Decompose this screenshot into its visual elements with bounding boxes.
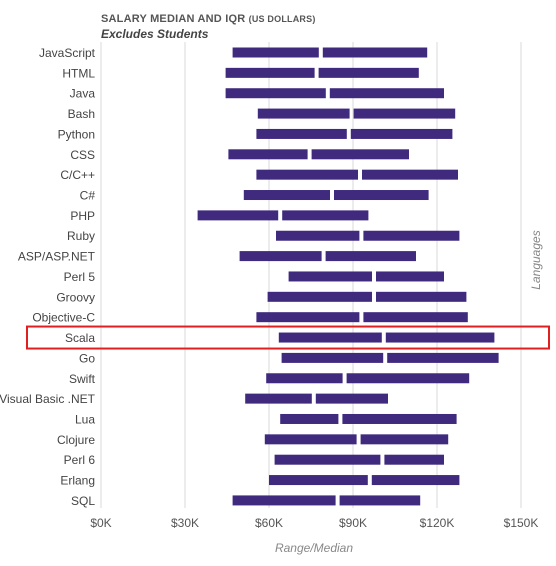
chart-title-text: SALARY MEDIAN AND IQR: [101, 13, 246, 25]
bar-upper-quartile: [315, 393, 388, 404]
bar-lower-quartile: [264, 434, 357, 445]
bar-upper-quartile: [339, 495, 421, 506]
category-label: Objective-C: [32, 311, 95, 325]
category-label: Lua: [75, 412, 95, 426]
bar-upper-quartile: [376, 271, 444, 282]
category-label: Swift: [69, 372, 96, 386]
bar-upper-quartile: [342, 413, 457, 424]
bar-lower-quartile: [280, 413, 339, 424]
bar-lower-quartile: [245, 393, 312, 404]
category-label: Python: [58, 127, 95, 141]
bar-lower-quartile: [232, 495, 336, 506]
x-axis-label: Range/Median: [275, 541, 353, 555]
bar-upper-quartile: [363, 230, 460, 241]
bar-lower-quartile: [228, 149, 308, 160]
bar-lower-quartile: [225, 88, 326, 99]
x-tick-labels: $0K $30K $60K $90K $120K $150K: [90, 516, 538, 530]
y-axis-label: Languages: [529, 230, 543, 289]
x-tick-label: $30K: [171, 516, 199, 530]
highlight: [26, 325, 550, 350]
gridlines: [100, 42, 522, 508]
category-label: Ruby: [67, 229, 95, 243]
category-label: Visual Basic .NET: [0, 392, 96, 406]
category-label: ASP/ASP.NET: [18, 250, 96, 264]
bar-upper-quartile: [384, 454, 444, 465]
bar-lower-quartile: [256, 169, 358, 180]
category-label: Groovy: [56, 290, 95, 304]
category-label: JavaScript: [39, 46, 96, 60]
bar-upper-quartile: [329, 88, 444, 99]
category-label: Java: [70, 87, 96, 101]
bar-upper-quartile: [353, 108, 456, 119]
bar-lower-quartile: [239, 251, 322, 262]
bar-lower-quartile: [197, 210, 279, 221]
bar-upper-quartile: [325, 251, 416, 262]
bar-lower-quartile: [256, 128, 347, 139]
category-label: SQL: [71, 494, 95, 508]
x-tick-label: $120K: [420, 516, 455, 530]
category-label: CSS: [70, 148, 95, 162]
bar-lower-quartile: [256, 312, 360, 323]
category-label: HTML: [62, 66, 95, 80]
bar-upper-quartile: [282, 210, 369, 221]
category-label: Go: [79, 351, 95, 365]
bar-lower-quartile: [274, 454, 381, 465]
bar-lower-quartile: [243, 190, 330, 201]
bars: [197, 47, 499, 506]
category-label: C/C++: [60, 168, 95, 182]
bar-lower-quartile: [276, 230, 360, 241]
bar-upper-quartile: [363, 312, 468, 323]
bar-lower-quartile: [269, 475, 368, 486]
bar-upper-quartile: [346, 373, 470, 384]
bar-lower-quartile: [278, 332, 382, 343]
bar-upper-quartile: [371, 475, 460, 486]
bar-upper-quartile: [376, 291, 467, 302]
bar-upper-quartile: [334, 190, 429, 201]
category-label: Perl 6: [64, 453, 96, 467]
bar-upper-quartile: [311, 149, 409, 160]
x-tick-label: $60K: [255, 516, 283, 530]
x-tick-label: $0K: [90, 516, 111, 530]
bar-lower-quartile: [232, 47, 319, 58]
bar-upper-quartile: [350, 128, 453, 139]
bar-upper-quartile: [360, 434, 449, 445]
bar-upper-quartile: [362, 169, 458, 180]
bar-upper-quartile: [387, 352, 499, 363]
bar-upper-quartile: [318, 67, 419, 78]
highlight-box: [26, 325, 550, 350]
chart-title: SALARY MEDIAN AND IQR (US DOLLARS): [101, 13, 316, 25]
category-label: C#: [80, 189, 96, 203]
bar-lower-quartile: [267, 291, 372, 302]
category-label: Perl 5: [64, 270, 96, 284]
chart-subtitle: Excludes Students: [101, 27, 209, 41]
bar-lower-quartile: [257, 108, 350, 119]
category-label: Erlang: [60, 474, 95, 488]
bar-upper-quartile: [385, 332, 495, 343]
category-label: Bash: [68, 107, 95, 121]
category-labels: JavaScript HTML Java Bash Python CSS C/C++ C# PH…: [0, 46, 96, 508]
x-tick-label: $150K: [504, 516, 539, 530]
category-label: PHP: [70, 209, 95, 223]
bar-lower-quartile: [281, 352, 384, 363]
bar-lower-quartile: [266, 373, 343, 384]
bar-lower-quartile: [225, 67, 315, 78]
bar-lower-quartile: [288, 271, 372, 282]
x-tick-label: $90K: [339, 516, 367, 530]
category-label: Clojure: [57, 433, 95, 447]
chart-title-unit: (US DOLLARS): [248, 14, 316, 24]
category-label: Scala: [65, 331, 95, 345]
bar-upper-quartile: [322, 47, 428, 58]
